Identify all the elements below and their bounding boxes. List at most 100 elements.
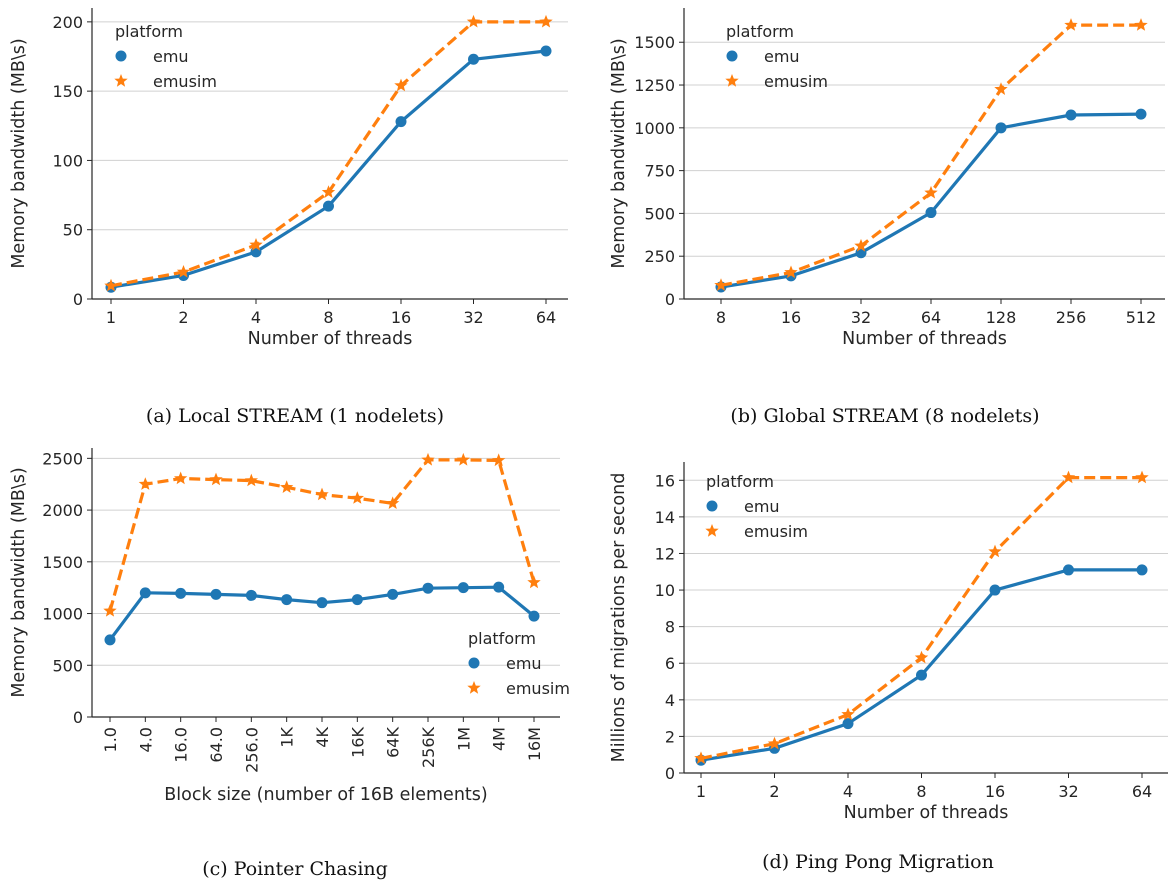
x-tick-label: 64 [536, 308, 556, 327]
y-tick-label: 200 [52, 13, 83, 32]
data-point-emu [422, 582, 434, 594]
legend-marker-emusim [467, 681, 481, 694]
caption-ping-pong-migration: (d) Ping Pong Migration [762, 851, 994, 873]
x-axis-label: Number of threads [844, 803, 1009, 823]
data-point-emusim [1061, 470, 1076, 484]
x-tick-label: 512 [1126, 308, 1157, 327]
legend-marker-emu [468, 657, 480, 669]
data-point-emusim [714, 278, 728, 291]
data-point-emusim [994, 82, 1008, 95]
y-tick-label: 4 [665, 691, 675, 710]
data-point-emusim [988, 544, 1002, 558]
data-point-emusim [1064, 18, 1078, 31]
x-tick-label: 1K [278, 726, 297, 747]
y-tick-label: 0 [665, 290, 675, 309]
data-point-emu [1065, 109, 1077, 121]
y-tick-label: 2500 [42, 449, 83, 468]
x-tick-label: 32 [1058, 782, 1078, 801]
legend-label-emu: emu [764, 47, 800, 66]
legend-marker-emu [706, 500, 718, 512]
data-point-emusim [174, 471, 188, 485]
caption-local-stream: (a) Local STREAM (1 nodelets) [145, 405, 445, 427]
x-tick-label: 16M [525, 727, 544, 761]
data-point-emusim [321, 185, 336, 198]
legend-marker-emusim [114, 74, 128, 87]
data-point-emu [528, 610, 540, 622]
x-tick-label: 1 [106, 308, 116, 327]
data-point-emu [540, 45, 552, 57]
x-tick-label: 32 [851, 308, 871, 327]
data-point-emusim [539, 14, 553, 28]
series-line-emusim [700, 476, 1142, 760]
x-tick-label: 16K [348, 727, 367, 758]
data-point-emu [989, 584, 1001, 596]
y-tick-label: 750 [644, 162, 675, 181]
data-point-emusim [694, 751, 708, 764]
x-tick-label: 32 [463, 308, 483, 327]
data-point-emusim [176, 265, 191, 278]
legend-title: platform [726, 22, 794, 41]
x-tick-label: 64 [1132, 782, 1152, 801]
x-axis-label: Number of threads [842, 329, 1007, 349]
legend-marker-emu [726, 50, 738, 62]
x-tick-label: 4 [251, 308, 261, 327]
x-tick-label: 8 [716, 308, 726, 327]
data-point-emusim [492, 453, 506, 467]
data-point-emu [104, 634, 116, 646]
data-point-emusim [456, 452, 470, 466]
y-tick-label: 0 [73, 708, 83, 727]
x-tick-label: 64 [921, 308, 941, 327]
y-tick-label: 150 [52, 82, 83, 101]
y-tick-label: 1000 [42, 605, 83, 624]
data-point-emu [1136, 564, 1148, 576]
y-axis-label: Memory bandwidth (MB\s) [9, 38, 29, 268]
legend-label-emusim: emusim [153, 72, 217, 91]
x-tick-label: 4K [313, 726, 332, 747]
data-point-emusim [209, 472, 223, 486]
y-tick-label: 2000 [42, 501, 83, 520]
y-tick-label: 16 [655, 471, 675, 490]
y-tick-label: 500 [644, 204, 675, 223]
y-tick-label: 0 [73, 290, 83, 309]
data-point-emu [468, 53, 479, 65]
y-tick-label: 250 [644, 247, 675, 266]
x-tick-label: 64K [384, 727, 403, 758]
data-point-emusim [249, 238, 263, 251]
data-point-emu [842, 718, 854, 730]
x-tick-label: 16 [985, 782, 1005, 801]
data-point-emusim [466, 14, 481, 28]
data-point-emu [351, 594, 363, 606]
data-point-emu [210, 588, 222, 600]
data-point-emu [245, 589, 257, 601]
x-tick-label: 1.0 [101, 727, 120, 752]
y-tick-label: 6 [665, 654, 675, 673]
y-tick-label: 50 [63, 221, 83, 240]
legend-title: platform [706, 472, 774, 491]
data-point-emusim [784, 265, 798, 279]
data-point-emusim [924, 185, 938, 199]
y-tick-label: 14 [655, 508, 675, 527]
data-point-emusim [421, 452, 435, 466]
legend-label-emu: emu [744, 497, 780, 516]
data-point-emusim [386, 496, 400, 509]
data-point-emusim [841, 707, 855, 721]
y-tick-label: 12 [655, 544, 675, 563]
x-tick-label: 1 [696, 782, 706, 801]
legend-label-emusim: emusim [506, 679, 570, 698]
data-point-emusim [914, 650, 929, 664]
data-point-emu [925, 207, 937, 219]
x-tick-label: 128 [986, 308, 1017, 327]
y-axis-label: Memory bandwidth (MB\s) [609, 38, 629, 268]
data-point-emusim [527, 575, 541, 589]
x-tick-label: 256.0 [242, 727, 261, 773]
x-tick-label: 8 [916, 782, 926, 801]
data-point-emusim [104, 278, 118, 292]
legend-label-emu: emu [506, 654, 542, 673]
x-tick-label: 1M [454, 727, 473, 751]
data-point-emu [387, 588, 399, 600]
legend-marker-emusim [705, 524, 719, 537]
data-point-emusim [1135, 470, 1149, 484]
x-tick-label: 256K [419, 726, 438, 768]
